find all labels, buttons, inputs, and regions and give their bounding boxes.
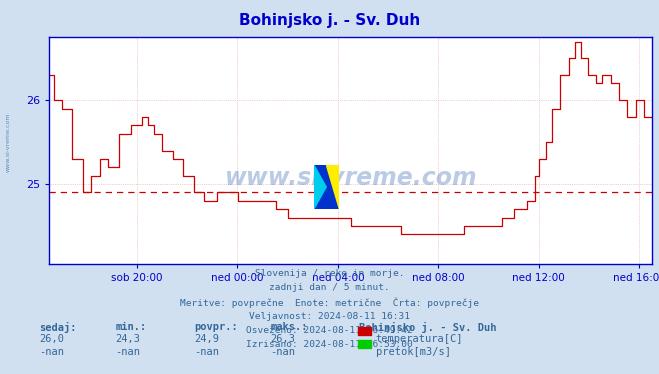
Polygon shape xyxy=(326,165,339,209)
Text: min.:: min.: xyxy=(115,322,146,332)
Text: www.si-vreme.com: www.si-vreme.com xyxy=(225,166,477,190)
Text: Bohinjsko j. - Sv. Duh: Bohinjsko j. - Sv. Duh xyxy=(359,322,497,332)
Text: www.si-vreme.com: www.si-vreme.com xyxy=(5,112,11,172)
Text: Izrisano: 2024-08-11 16:53:00: Izrisano: 2024-08-11 16:53:00 xyxy=(246,340,413,349)
Text: pretok[m3/s]: pretok[m3/s] xyxy=(376,347,451,357)
Polygon shape xyxy=(314,165,326,209)
Text: 26,0: 26,0 xyxy=(40,334,65,344)
Text: maks.:: maks.: xyxy=(270,322,308,332)
Text: 24,9: 24,9 xyxy=(194,334,219,344)
Text: 24,3: 24,3 xyxy=(115,334,140,344)
Text: povpr.:: povpr.: xyxy=(194,322,238,332)
Polygon shape xyxy=(314,165,339,209)
Text: Slovenija / reke in morje.: Slovenija / reke in morje. xyxy=(255,269,404,278)
Text: -nan: -nan xyxy=(115,347,140,357)
Text: zadnji dan / 5 minut.: zadnji dan / 5 minut. xyxy=(269,283,390,292)
Text: 26,3: 26,3 xyxy=(270,334,295,344)
Text: temperatura[C]: temperatura[C] xyxy=(376,334,463,344)
Text: -nan: -nan xyxy=(194,347,219,357)
Text: -nan: -nan xyxy=(40,347,65,357)
Text: -nan: -nan xyxy=(270,347,295,357)
Text: Bohinjsko j. - Sv. Duh: Bohinjsko j. - Sv. Duh xyxy=(239,13,420,28)
Text: Meritve: povprečne  Enote: metrične  Črta: povprečje: Meritve: povprečne Enote: metrične Črta:… xyxy=(180,298,479,308)
Text: sedaj:: sedaj: xyxy=(40,322,77,332)
Text: Osveženo: 2024-08-11 16:49:42: Osveženo: 2024-08-11 16:49:42 xyxy=(246,326,413,335)
Text: Veljavnost: 2024-08-11 16:31: Veljavnost: 2024-08-11 16:31 xyxy=(249,312,410,321)
